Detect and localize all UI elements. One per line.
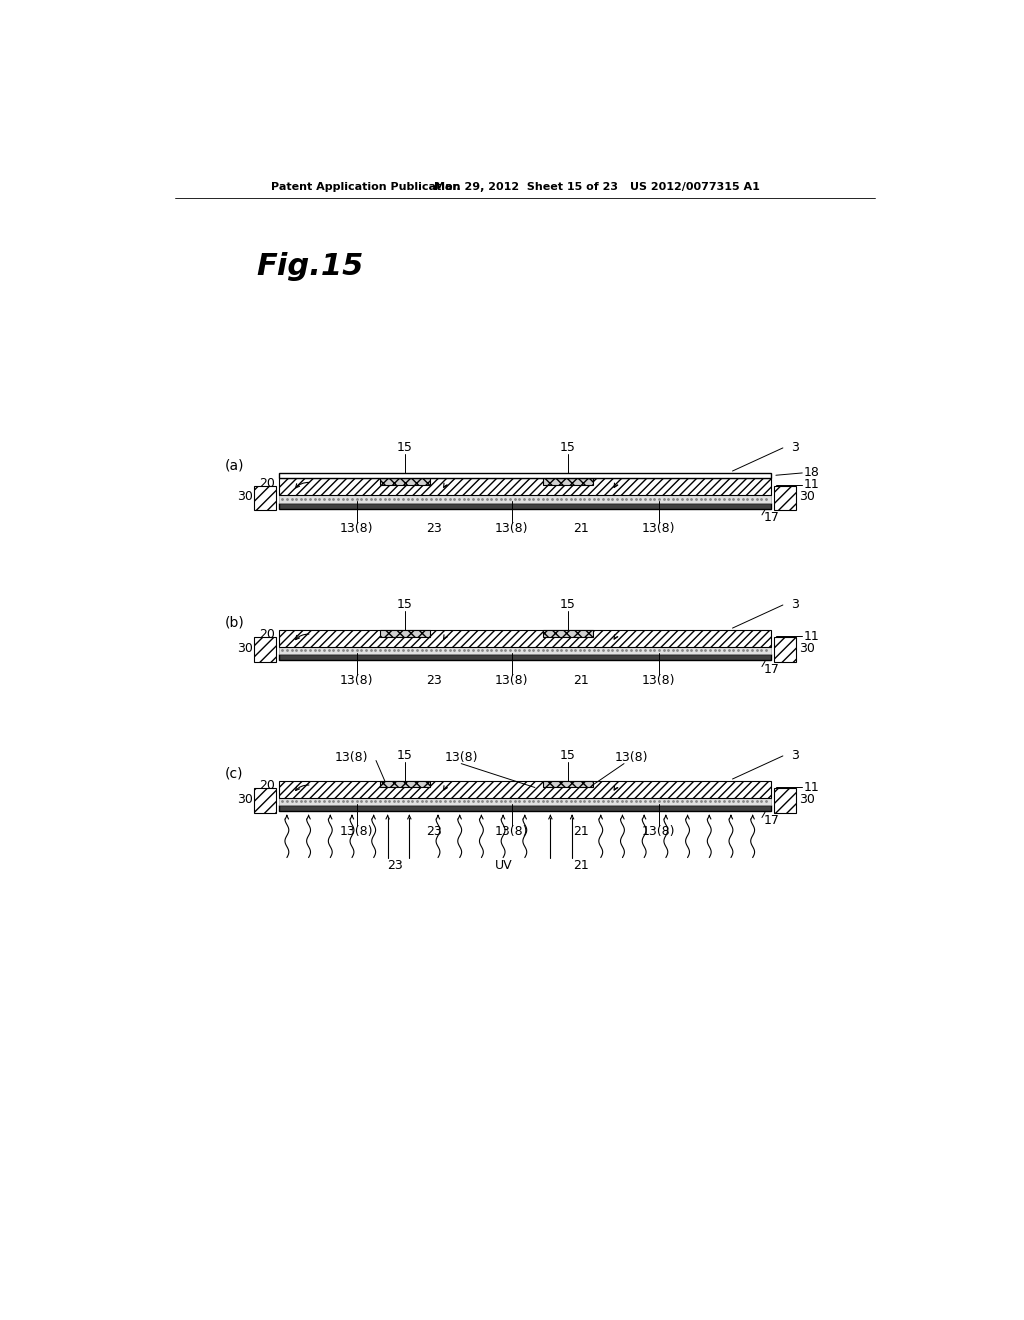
Bar (280, 780, 771, 797)
Text: 15: 15 (397, 441, 413, 454)
Bar (774, 638, 796, 663)
Text: (a): (a) (224, 458, 244, 473)
Text: 30: 30 (799, 490, 815, 503)
Text: 13(8): 13(8) (642, 523, 676, 536)
Text: 21: 21 (573, 825, 589, 838)
Text: 30: 30 (238, 642, 253, 655)
Text: 13(8): 13(8) (495, 523, 528, 536)
Text: 13(8): 13(8) (495, 825, 528, 838)
Bar (280, 655, 771, 660)
Bar (280, 630, 771, 647)
Text: 15: 15 (560, 598, 575, 611)
Text: 20: 20 (259, 628, 274, 642)
Bar (280, 647, 771, 655)
Text: 11: 11 (804, 630, 819, 643)
Text: 13(8): 13(8) (642, 825, 676, 838)
Text: 18: 18 (804, 466, 819, 479)
Text: 13(8): 13(8) (495, 675, 528, 686)
Text: 3: 3 (791, 598, 799, 611)
Bar (280, 503, 771, 508)
Text: 13(8): 13(8) (615, 751, 648, 764)
Text: 13(8): 13(8) (340, 675, 374, 686)
Text: 13(8): 13(8) (340, 825, 374, 838)
Text: Patent Application Publication: Patent Application Publication (271, 182, 461, 191)
Text: 13(8): 13(8) (340, 523, 374, 536)
Bar (380, 478, 430, 484)
Bar (280, 495, 771, 503)
Bar (380, 630, 430, 636)
Text: 3: 3 (791, 750, 799, 763)
Text: 15: 15 (397, 750, 413, 763)
Text: 23: 23 (426, 825, 442, 838)
Bar (380, 780, 430, 788)
Text: 17: 17 (764, 511, 779, 524)
Text: Mar. 29, 2012  Sheet 15 of 23: Mar. 29, 2012 Sheet 15 of 23 (434, 182, 618, 191)
Text: 11: 11 (804, 478, 819, 491)
Bar (543, 478, 593, 484)
Text: 13(8): 13(8) (335, 751, 369, 764)
Text: (c): (c) (225, 767, 244, 780)
Text: 13(8): 13(8) (642, 675, 676, 686)
Bar (254, 638, 276, 663)
Text: 17: 17 (764, 814, 779, 828)
Text: 11: 11 (804, 781, 819, 793)
Text: 30: 30 (238, 792, 253, 805)
Text: 21: 21 (573, 523, 589, 536)
Text: 20: 20 (259, 779, 274, 792)
Text: 30: 30 (799, 642, 815, 655)
Text: 23: 23 (387, 859, 403, 871)
Text: 17: 17 (764, 663, 779, 676)
Bar (280, 473, 771, 478)
Text: 30: 30 (238, 490, 253, 503)
Text: 20: 20 (259, 477, 274, 490)
Bar (543, 630, 593, 636)
Bar (280, 478, 771, 495)
Bar (254, 486, 276, 511)
Bar (774, 486, 796, 511)
Text: Fig.15: Fig.15 (256, 252, 364, 281)
Text: 30: 30 (799, 792, 815, 805)
Text: 21: 21 (573, 859, 589, 871)
Bar (543, 780, 593, 788)
Text: (b): (b) (224, 615, 244, 630)
Text: 23: 23 (426, 523, 442, 536)
Bar (254, 788, 276, 813)
Text: 13(8): 13(8) (444, 751, 478, 764)
Bar (280, 797, 771, 805)
Text: 3: 3 (791, 441, 799, 454)
Bar (774, 788, 796, 813)
Bar (280, 805, 771, 812)
Text: UV: UV (495, 859, 513, 871)
Text: 15: 15 (397, 598, 413, 611)
Text: 15: 15 (560, 750, 575, 763)
Text: 23: 23 (426, 675, 442, 686)
Text: 21: 21 (573, 675, 589, 686)
Text: 15: 15 (560, 441, 575, 454)
Text: US 2012/0077315 A1: US 2012/0077315 A1 (630, 182, 760, 191)
